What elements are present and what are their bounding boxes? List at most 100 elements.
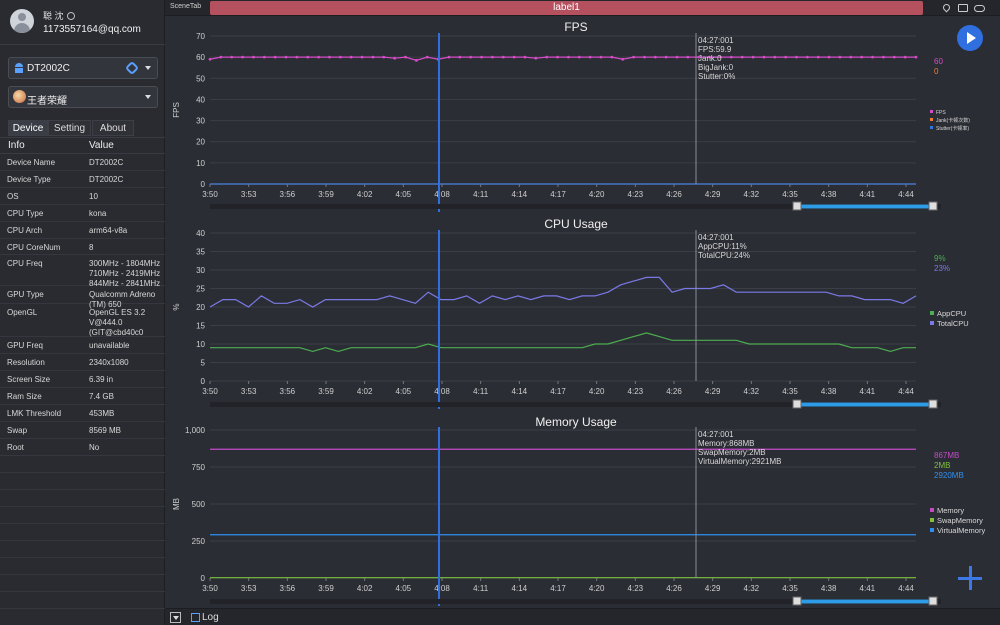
tab-setting[interactable]: Setting [48,120,91,136]
x-tick-label: 3:53 [241,584,257,593]
timeline-scrollbar[interactable] [210,402,941,407]
current-value: 2920MB [934,471,964,480]
row-value: OpenGL ES 3.2 V@444.0 (GIT@cbd40c0 [89,308,146,337]
x-tick-label: 4:44 [898,190,914,199]
series-point [903,55,907,59]
timeline-scrollbar[interactable] [210,599,941,604]
y-tick-label: 10 [196,340,205,349]
x-tick-label: 4:41 [860,190,876,199]
scrollbar-handle-left[interactable] [792,596,802,606]
x-tick-label: 4:05 [396,190,412,199]
tooltip-text: BigJank:0 [698,63,734,72]
tooltip-text: 04:27:001 [698,233,734,242]
app-select[interactable]: 王者荣耀 [8,86,158,108]
scrollbar-handle-right[interactable] [928,596,938,606]
series-point [577,55,581,59]
row-value: DT2002C [89,158,124,167]
scrollbar-handle-right[interactable] [928,201,938,211]
scrollbar-handle-right[interactable] [928,399,938,409]
series-point [697,55,701,59]
tooltip-text: FPS:59.9 [698,45,732,54]
avatar[interactable] [10,9,34,33]
x-tick-label: 4:35 [782,584,798,593]
row-key: OpenGL [7,308,38,317]
log-label: Log [202,612,219,623]
x-tick-label: 4:08 [434,190,450,199]
scene-tab[interactable]: SceneTab [170,3,202,10]
series-point [708,55,712,59]
x-tick-label: 4:11 [473,387,489,396]
x-tick-label: 4:32 [744,190,760,199]
x-tick-label: 4:26 [666,387,682,396]
bottom-bar: Log [165,608,1000,625]
series-point [512,55,516,59]
table-row: Resolution 2340x1080 [0,354,165,371]
timeline-scrollbar[interactable] [210,204,941,209]
series-point [816,55,820,59]
tooltip-text: Jank:0 [698,54,722,63]
series-point [208,57,212,61]
table-row: CPU Arch arm64-v8a [0,222,165,239]
divider [0,137,165,138]
x-tick-label: 4:11 [473,190,489,199]
power-icon[interactable] [66,12,75,20]
y-tick-label: 10 [196,159,205,168]
legend-entry: Stutter(卡顿率) [936,125,969,132]
row-value: 6.39 in [89,375,114,384]
connection-icon[interactable] [124,60,140,76]
x-tick-label: 3:50 [202,387,218,396]
series-point [860,55,864,59]
row-key: CPU CoreNum [7,243,61,252]
scrollbar-range [799,402,935,407]
x-tick-label: 4:35 [782,387,798,396]
x-tick-label: 4:35 [782,190,798,199]
x-tick-label: 4:26 [666,190,682,199]
device-select[interactable]: DT2002C [8,57,158,79]
row-key: GPU Freq [7,341,44,350]
cloud-icon[interactable] [974,5,985,12]
series-point [664,55,668,59]
series-point [719,55,722,59]
y-tick-label: 70 [196,32,205,41]
x-tick-label: 4:02 [357,584,373,593]
x-tick-label: 4:29 [705,387,721,396]
tab-about[interactable]: About [92,120,134,136]
row-value: 8 [89,243,94,252]
row-key: OS [7,192,19,201]
scrollbar-handle-left[interactable] [792,399,802,409]
x-tick-label: 4:44 [898,387,914,396]
location-icon[interactable] [941,2,952,13]
folder-icon[interactable] [958,4,968,12]
legend-swatch [930,311,934,315]
x-tick-label: 3:50 [202,190,218,199]
x-tick-label: 4:38 [821,190,837,199]
tab-device[interactable]: Device [8,120,48,136]
series-point [773,55,777,59]
log-checkbox[interactable] [191,613,200,622]
row-value: arm64-v8a [89,226,128,235]
user-name: 聪 沈 [43,9,75,22]
play-button[interactable] [957,25,983,51]
x-tick-label: 3:53 [241,387,257,396]
legend-swatch [930,518,934,522]
series-line-fps [209,56,916,61]
row-key: Root [7,443,24,452]
series-point [588,55,592,59]
y-axis-label: MB [172,498,181,510]
series-point [252,55,255,59]
add-chart-button[interactable] [958,566,982,590]
table-row: Screen Size 6.39 in [0,371,165,388]
series-point [414,58,418,62]
scrollbar-handle-left[interactable] [792,201,802,211]
scene-label[interactable]: label1 [210,1,923,15]
series-point [653,55,657,59]
x-tick-label: 4:14 [512,190,528,199]
y-tick-label: 0 [201,377,206,386]
collapse-button[interactable] [170,612,181,623]
row-key: GPU Type [7,290,44,299]
game-icon [13,90,26,103]
chevron-down-icon [145,66,151,70]
table-row-empty [0,524,165,541]
scrollbar-range [799,599,935,604]
y-tick-label: 60 [196,53,205,62]
